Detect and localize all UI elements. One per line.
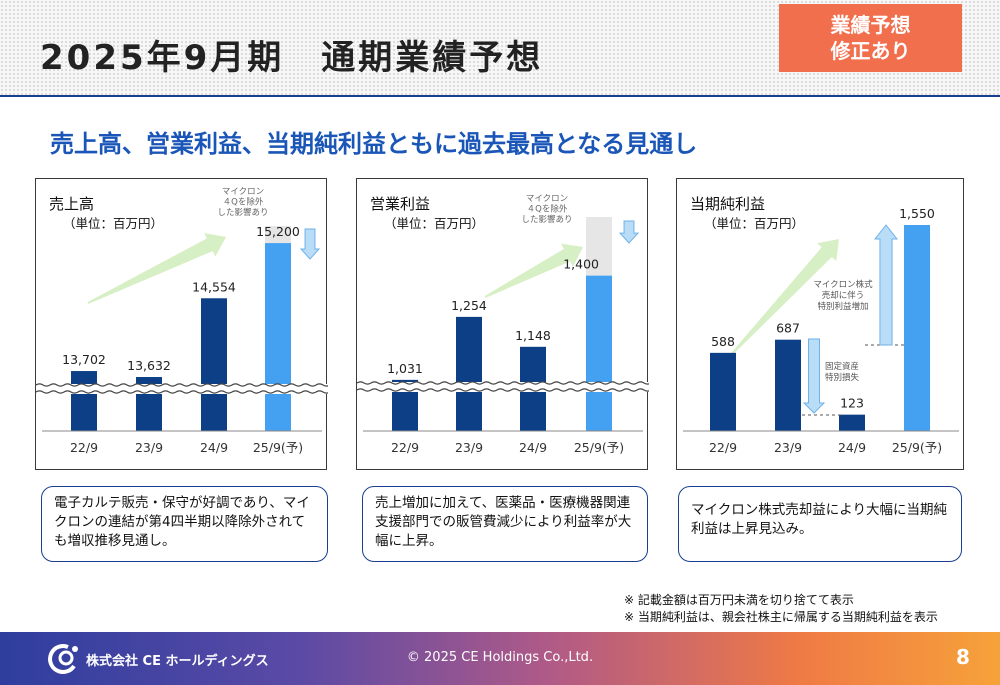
subtitle: 売上高、営業利益、当期純利益ともに過去最高となる見通し bbox=[50, 130, 698, 158]
x-tick-label: 23/9 bbox=[135, 440, 163, 455]
data-label: 15,200 bbox=[256, 224, 300, 239]
data-label: 687 bbox=[776, 321, 800, 336]
x-tick-label: 24/9 bbox=[519, 440, 547, 455]
page-title: 2025年9月期 通期業績予想 bbox=[40, 38, 544, 78]
chart-title: 売上高 bbox=[49, 195, 95, 213]
axis-break-line bbox=[36, 390, 328, 394]
axis-break-gap bbox=[357, 382, 649, 392]
bar bbox=[456, 316, 482, 431]
data-label: 13,702 bbox=[62, 352, 106, 367]
chart-title: 当期純利益 bbox=[690, 195, 766, 213]
bar bbox=[710, 352, 736, 431]
annotation-text: マイクロン bbox=[526, 194, 568, 204]
trend-arrow bbox=[87, 233, 226, 304]
net-income-comment: マイクロン株式売却益により大幅に当期純利益は上昇見込み。 bbox=[678, 486, 962, 562]
annotation-text: ４Qを除外 bbox=[223, 197, 264, 208]
sales-comment: 電子カルテ販売・保守が好調であり、マイクロンの連結が第4四半期以降除外されても増… bbox=[41, 486, 328, 562]
x-tick-label: 25/9(予) bbox=[892, 440, 942, 455]
data-label: 1,400 bbox=[563, 257, 599, 272]
axis-break-line bbox=[36, 383, 328, 387]
bar bbox=[201, 298, 227, 431]
chart-unit: （単位：百万円） bbox=[704, 216, 805, 231]
copyright: © 2025 CE Holdings Co.,Ltd. bbox=[406, 650, 594, 665]
annotation-text: 固定資産 bbox=[825, 361, 859, 372]
footer-company-name: 株式会社 CE ホールディングス bbox=[86, 654, 269, 669]
increase-arrow bbox=[873, 224, 899, 346]
chart-title: 営業利益 bbox=[370, 195, 431, 213]
net-income-chart: 588 22/9 687 23/9 123 24/9 1,550 25/9(予) マイクロン株式… bbox=[683, 206, 959, 455]
data-label: 1,031 bbox=[387, 361, 423, 376]
bar bbox=[71, 371, 97, 431]
x-tick-label: 24/9 bbox=[200, 440, 228, 455]
data-label: 1,254 bbox=[451, 298, 487, 313]
badge-line-2: 修正あり bbox=[830, 39, 911, 63]
chart-unit: （単位：百万円） bbox=[384, 216, 485, 231]
x-tick-label: 25/9(予) bbox=[253, 440, 303, 455]
footer: 株式会社 CE ホールディングス © 2025 CE Holdings Co.,… bbox=[0, 632, 1000, 685]
chart-unit: （単位：百万円） bbox=[63, 216, 164, 231]
revision-badge: 業績予想 修正あり bbox=[779, 4, 962, 72]
annotation-text: マイクロン株式 bbox=[813, 279, 873, 290]
forecast-adjustment-bar bbox=[586, 217, 612, 276]
axis-break-line bbox=[357, 381, 649, 385]
data-label: 13,632 bbox=[127, 358, 171, 373]
sales-chart: 13,702 22/9 13,632 23/9 14,554 24/9 15,200 25/9… bbox=[36, 187, 328, 455]
x-tick-label: 25/9(予) bbox=[574, 440, 624, 455]
annotation-text: した影響あり bbox=[521, 214, 572, 225]
operating-profit-comment: 売上増加に加えて、医薬品・医療機器関連支援部門での販管費減少により利益率が大幅に… bbox=[362, 486, 648, 562]
annotation-text: 特別利益増加 bbox=[817, 301, 868, 312]
annotation-text: した影響あり bbox=[217, 207, 268, 218]
footnote: ※ 当期純利益は、親会社株主に帰属する当期純利益を表示 bbox=[624, 610, 938, 624]
page-number: 8 bbox=[956, 645, 970, 669]
operating-profit-chart: 1,031 22/9 1,254 23/9 1,148 24/9 1,400 25/9(予) マ… bbox=[357, 194, 649, 455]
x-tick-label: 22/9 bbox=[391, 440, 419, 455]
bar bbox=[586, 275, 612, 431]
operating-profit-chart-panel: 営業利益 （単位：百万円） 1,031 22/9 1,254 23/9 1,148 24/… bbox=[356, 178, 649, 470]
footnotes: ※ 記載金額は百万円未満を切り捨てて表示 ※ 当期純利益は、親会社株主に帰属する… bbox=[624, 592, 938, 626]
annotation-text: 特別損失 bbox=[825, 372, 860, 383]
forecast-adjustment-bar bbox=[265, 226, 291, 244]
x-tick-label: 24/9 bbox=[838, 440, 866, 455]
decrease-arrow bbox=[299, 228, 321, 260]
data-label: 1,148 bbox=[515, 328, 551, 343]
callout-text: 売上増加に加えて、医薬品・医療機器関連支援部門での販管費減少により利益率が大幅に… bbox=[375, 495, 632, 549]
callout-text: 電子カルテ販売・保守が好調であり、マイクロンの連結が第4四半期以降除外されても増… bbox=[54, 495, 310, 549]
company-logo-icon bbox=[48, 644, 78, 674]
bar bbox=[904, 225, 930, 431]
trend-arrow bbox=[728, 239, 839, 358]
net-income-chart-panel: 当期純利益 （単位：百万円） 588 22/9 687 23/9 123 24/9 1,55… bbox=[676, 178, 964, 470]
annotation-text: ４Qを除外 bbox=[527, 204, 568, 215]
sales-chart-panel: 売上高 （単位：百万円） 13,702 22/9 13,632 23/9 14,554 2… bbox=[35, 178, 328, 470]
decrease-arrow bbox=[802, 338, 826, 414]
callout-text: マイクロン株式売却益により大幅に当期純利益は上昇見込み。 bbox=[691, 502, 947, 537]
axis-break-gap bbox=[36, 384, 328, 394]
badge-line-1: 業績予想 bbox=[830, 13, 911, 37]
bar bbox=[839, 414, 865, 431]
x-tick-label: 23/9 bbox=[774, 440, 802, 455]
footnote: ※ 記載金額は百万円未満を切り捨てて表示 bbox=[624, 593, 854, 607]
trend-arrow bbox=[484, 243, 583, 298]
axis-break-line bbox=[357, 388, 649, 392]
annotation-text: 売却に伴う bbox=[822, 290, 865, 301]
data-label: 123 bbox=[840, 396, 864, 411]
x-tick-label: 22/9 bbox=[70, 440, 98, 455]
data-label: 14,554 bbox=[192, 279, 236, 294]
decrease-arrow bbox=[618, 220, 640, 244]
x-tick-label: 23/9 bbox=[455, 440, 483, 455]
annotation-text: マイクロン bbox=[222, 187, 264, 197]
bar bbox=[265, 243, 291, 431]
bar bbox=[775, 339, 801, 431]
x-tick-label: 22/9 bbox=[709, 440, 737, 455]
data-label: 1,550 bbox=[899, 206, 935, 221]
data-label: 588 bbox=[711, 334, 735, 349]
